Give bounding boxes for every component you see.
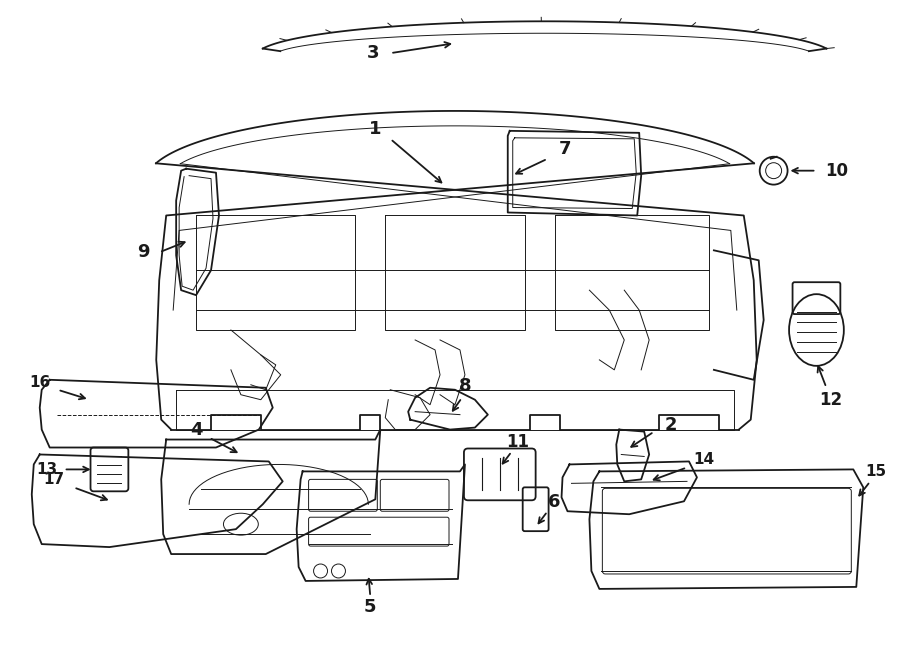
Text: 8: 8 — [459, 377, 472, 395]
Text: 5: 5 — [364, 598, 376, 616]
Text: 2: 2 — [665, 416, 678, 434]
Text: 9: 9 — [137, 243, 149, 261]
Text: 6: 6 — [548, 493, 561, 511]
Text: 11: 11 — [506, 432, 529, 451]
Text: 10: 10 — [825, 162, 848, 180]
Text: 7: 7 — [558, 139, 571, 158]
Text: 17: 17 — [43, 472, 64, 487]
Text: 13: 13 — [36, 462, 58, 477]
Text: 4: 4 — [190, 420, 203, 439]
Text: 12: 12 — [819, 391, 842, 408]
Text: 3: 3 — [367, 44, 380, 62]
Text: 15: 15 — [866, 464, 886, 479]
Text: 1: 1 — [369, 120, 382, 138]
Text: 14: 14 — [693, 452, 715, 467]
Text: 16: 16 — [29, 375, 50, 390]
